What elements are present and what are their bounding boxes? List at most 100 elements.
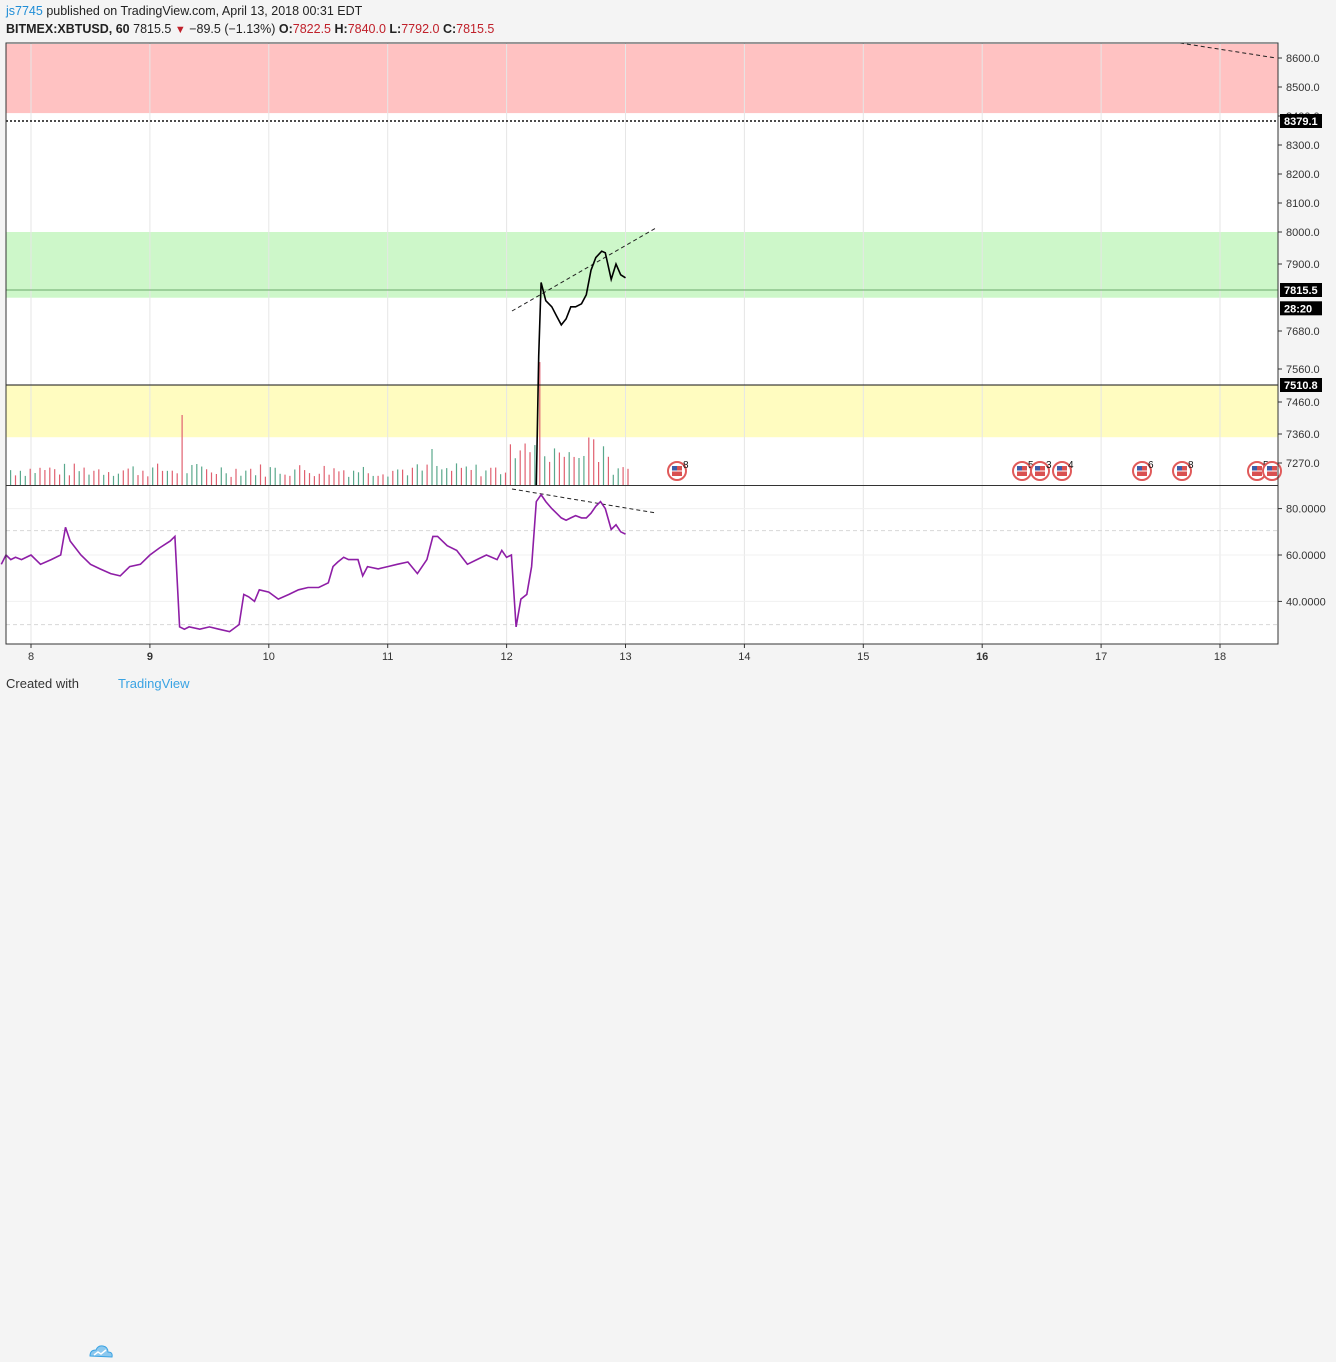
price-badge[interactable]: 7815.5 <box>1280 283 1322 297</box>
tradingview-brand-link[interactable]: TradingView <box>118 676 190 691</box>
volume-bar <box>122 470 124 485</box>
rsi-pane[interactable] <box>6 486 1278 644</box>
us-flag-event-icon[interactable] <box>1262 461 1282 481</box>
chart-header: js7745 published on TradingView.com, Apr… <box>0 0 1336 42</box>
volume-bar <box>465 466 467 485</box>
footer: Created with TradingView <box>0 670 1336 1358</box>
volume-bar <box>10 470 12 485</box>
volume-bar <box>460 467 462 485</box>
volume-bar <box>480 476 482 485</box>
volume-bar <box>451 470 453 485</box>
us-flag-event-icon[interactable]: 5 <box>1012 460 1034 481</box>
rsi-line[interactable] <box>0 493 626 633</box>
event-count: 6 <box>1148 460 1154 471</box>
volume-bar <box>436 465 438 485</box>
volume-bar <box>441 469 443 485</box>
volume-bar <box>593 439 595 485</box>
volume-bar <box>98 469 100 485</box>
author-link[interactable]: js7745 <box>6 4 43 18</box>
volume-bar <box>622 467 624 485</box>
volume-bar <box>504 472 507 485</box>
price-tick-label: 8100.0 <box>1286 198 1320 210</box>
volume-bar <box>34 473 36 485</box>
us-flag-event-icon[interactable]: 6 <box>1132 460 1154 481</box>
us-flag-event-icon[interactable]: 8 <box>667 460 689 481</box>
time-tick-label: 14 <box>738 651 750 663</box>
price-badge[interactable]: 8379.1 <box>1280 114 1322 128</box>
rsi-axis[interactable]: 80.0000 60.0000 40.0000 <box>1278 504 1326 609</box>
price-tick-label: 7900.0 <box>1286 259 1320 271</box>
volume-bar <box>421 470 423 485</box>
volume-bar <box>157 463 159 485</box>
volume-bar <box>446 468 448 485</box>
price-tick-label: 8000.0 <box>1286 227 1320 239</box>
ohlc-legend: BITMEX:XBTUSD, 60 7815.5 ▼ −89.5 (−1.13%… <box>6 22 494 36</box>
volume-bar <box>196 464 198 485</box>
zone-support-green[interactable] <box>6 232 1278 298</box>
volume-bar <box>304 470 306 485</box>
volume-bar <box>108 472 110 485</box>
zone-support-yellow[interactable] <box>6 385 1278 438</box>
trend-lines <box>511 42 1277 514</box>
price-badge[interactable]: 7510.8 <box>1280 378 1322 392</box>
zone-resistance[interactable] <box>6 44 1278 114</box>
volume-bar <box>372 475 374 485</box>
volume-bar <box>255 475 257 485</box>
volume-bar <box>68 475 70 485</box>
volume-bar <box>338 471 340 485</box>
volume-bar <box>583 455 585 485</box>
publish-info: js7745 published on TradingView.com, Apr… <box>6 4 362 18</box>
volume-bar <box>201 466 203 485</box>
time-tick-label: 13 <box>619 651 631 663</box>
volume-bar <box>392 470 394 485</box>
symbol-label: BITMEX:XBTUSD, 60 <box>6 22 130 36</box>
volume-bar <box>88 474 90 485</box>
volume-bar <box>39 467 41 485</box>
time-axis[interactable]: 8 9 10 11 12 13 14 15 16 17 18 <box>28 644 1226 663</box>
volume-bar <box>103 474 105 485</box>
volume-bar <box>353 470 355 485</box>
volume-bar <box>14 475 17 485</box>
open-label: O: <box>278 22 293 36</box>
rsi-tick-label: 80.0000 <box>1286 504 1326 516</box>
created-with-text: Created with <box>6 676 79 691</box>
price-tick-label: 8500.0 <box>1286 82 1320 94</box>
volume-bar <box>357 472 360 485</box>
price-tick-label: 7270.0 <box>1286 458 1320 470</box>
volume-bar <box>612 474 614 485</box>
price-line[interactable] <box>535 250 626 486</box>
us-flag-event-icon[interactable]: 8 <box>1172 460 1194 481</box>
us-flag-event-icon[interactable]: 4 <box>1052 460 1074 481</box>
time-tick-label: 15 <box>857 651 869 663</box>
time-tick-label: 18 <box>1214 651 1226 663</box>
volume-bar <box>568 452 570 485</box>
volume-bar <box>485 470 487 485</box>
volume-bar <box>519 450 521 485</box>
price-badge[interactable]: 28:20 <box>1280 301 1322 316</box>
volume-bar <box>607 456 609 485</box>
rsi-tick-label: 60.0000 <box>1286 550 1326 562</box>
volume-bar <box>328 474 330 485</box>
volume-bar <box>333 468 335 485</box>
rsi-trendline[interactable] <box>511 488 657 514</box>
volume-bar <box>362 466 364 485</box>
price-badge-label: 28:20 <box>1284 303 1312 315</box>
upper-trendline[interactable] <box>1179 42 1277 59</box>
volume-bar <box>210 472 213 485</box>
volume-bar <box>455 463 458 485</box>
us-flag-event-icon[interactable]: 3 <box>1030 460 1052 481</box>
volume-bar <box>416 464 418 485</box>
volume-bar <box>343 470 345 485</box>
price-tick-label: 8300.0 <box>1286 140 1320 152</box>
volume-bar <box>617 468 619 485</box>
volume-bar <box>269 467 271 485</box>
chart-canvas[interactable]: 8534685 8600.08500.08400.08300.08200.081… <box>0 0 1336 670</box>
volume-bar <box>83 467 85 485</box>
volume-bar <box>509 444 511 485</box>
volume-bar <box>294 469 296 485</box>
volume-bar <box>112 475 115 485</box>
tradingview-logo-icon[interactable] <box>88 1342 114 1362</box>
volume-bar <box>93 470 95 485</box>
low-value: 7792.0 <box>401 22 440 36</box>
volume-bar <box>245 470 247 485</box>
